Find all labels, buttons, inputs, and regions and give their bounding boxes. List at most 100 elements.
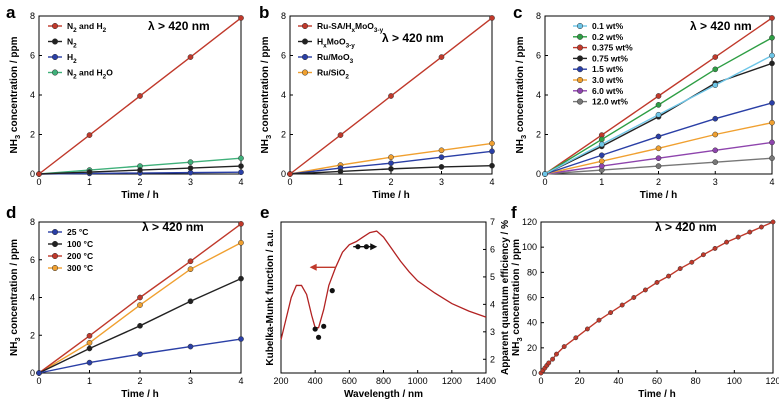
label-run: Ru/	[317, 68, 331, 78]
y-tick-label: 6	[30, 51, 35, 61]
label-run: 0.2 wt%	[592, 32, 624, 42]
label-run: Wavelength / nm	[344, 389, 423, 400]
panel-f-wavelength-annotation: λ > 420 nm	[655, 220, 717, 234]
label-run: concentration / ppm	[511, 239, 522, 337]
label-run: concentration / ppm	[9, 239, 20, 337]
label-run: H	[67, 52, 73, 62]
data-point	[137, 302, 143, 308]
y-tick-label: 100	[522, 242, 537, 252]
x-tick-label: 400	[308, 376, 323, 386]
aqe-point	[315, 334, 322, 340]
legend-entry: Ru/SiO2	[317, 68, 349, 81]
data-point	[388, 154, 394, 161]
data-point	[187, 54, 194, 60]
legend-entry: N2	[67, 37, 77, 50]
data-point	[137, 294, 143, 301]
data-point	[598, 152, 605, 159]
data-point	[337, 168, 344, 175]
x-axis-label: Time / h	[638, 389, 676, 400]
x-tick-label: 1	[599, 177, 604, 187]
data-point	[769, 155, 775, 162]
label-run: 2	[73, 43, 77, 50]
data-point	[438, 147, 445, 154]
label-run: 2	[73, 58, 77, 65]
data-point	[769, 119, 775, 126]
data-point	[438, 164, 445, 170]
data-point	[438, 154, 445, 161]
legend-entry: 300 °C	[67, 263, 93, 273]
label-run: x	[323, 43, 327, 50]
legend-marker	[576, 33, 584, 40]
data-point	[598, 163, 605, 169]
label-run: NH	[511, 342, 522, 356]
data-point	[561, 344, 567, 350]
legend-marker	[576, 66, 584, 73]
y-tick-label: 2	[30, 330, 35, 340]
data-point	[86, 332, 93, 339]
label-run: concentration / ppm	[9, 36, 20, 134]
label-run: O	[106, 68, 113, 78]
label-run: 3	[350, 58, 354, 65]
y-tick-label: 4	[281, 90, 286, 100]
x-tick-label: 2	[656, 177, 661, 187]
data-point	[598, 158, 605, 165]
km-axis-arrow-head	[309, 263, 317, 271]
legend-marker	[576, 55, 584, 62]
data-point	[655, 102, 662, 108]
label-run: Time / h	[121, 389, 159, 400]
legend-marker	[576, 87, 584, 94]
label-run: MoO	[355, 21, 374, 31]
label-run: NH	[515, 139, 526, 153]
legend-entry: 12.0 wt%	[592, 97, 628, 107]
legend-marker	[51, 264, 59, 272]
label-run: H	[345, 21, 351, 31]
y2-tick-label: 2	[490, 354, 495, 364]
legend-entry: H2	[67, 52, 77, 65]
data-point	[187, 165, 194, 171]
legend-marker	[576, 22, 584, 30]
y-tick-label: 0	[30, 368, 35, 378]
data-point	[598, 141, 605, 148]
label-run: Time / h	[640, 190, 678, 201]
data-point	[655, 163, 662, 169]
legend-marker	[576, 98, 584, 105]
label-run: 300 °C	[67, 263, 93, 273]
label-run: 0.1 wt%	[592, 21, 624, 31]
x-tick-label: 2	[388, 177, 393, 187]
panel-e: e 200 400 600 800 1000 1200 1400 2 3 4 5 6 7 Waveleng…	[260, 203, 511, 400]
data-point	[238, 155, 244, 162]
label-run: 2	[103, 27, 107, 34]
data-point	[187, 266, 194, 273]
y-axis-label: NH3 concentration / ppm	[260, 36, 273, 153]
legend-entry: 1.5 wt%	[592, 64, 624, 74]
data-point	[712, 82, 719, 88]
y-axis-label: NH3 concentration / ppm	[9, 36, 22, 153]
x-axis-label: Time / h	[640, 190, 678, 201]
data-point	[712, 159, 719, 165]
aqe-point	[329, 288, 335, 294]
data-point	[238, 221, 244, 227]
panel-e-letter: e	[260, 203, 269, 222]
data-point	[619, 302, 625, 308]
panel-d-wavelength-annotation: λ > 420 nm	[142, 220, 204, 234]
y-tick-label: 60	[527, 293, 537, 303]
y2-tick-label: 3	[490, 327, 495, 337]
panel-f-letter: f	[511, 203, 517, 222]
label-run: Time / h	[121, 190, 159, 201]
legend-marker	[51, 38, 59, 45]
y-tick-label: 40	[527, 318, 537, 328]
y2-tick-label: 7	[490, 217, 495, 227]
data-point	[388, 93, 394, 99]
y-axis-label: NH3 concentration / ppm	[515, 36, 528, 153]
data-point	[287, 171, 293, 177]
panel-a-letter: a	[6, 3, 16, 22]
x-tick-label: 0	[542, 177, 547, 187]
panel-c-letter: c	[513, 3, 522, 22]
data-point	[712, 131, 719, 138]
aqe-point	[321, 323, 327, 329]
label-run: Ru-SA/	[317, 21, 346, 31]
data-point	[712, 245, 718, 251]
legend-marker	[51, 53, 59, 61]
